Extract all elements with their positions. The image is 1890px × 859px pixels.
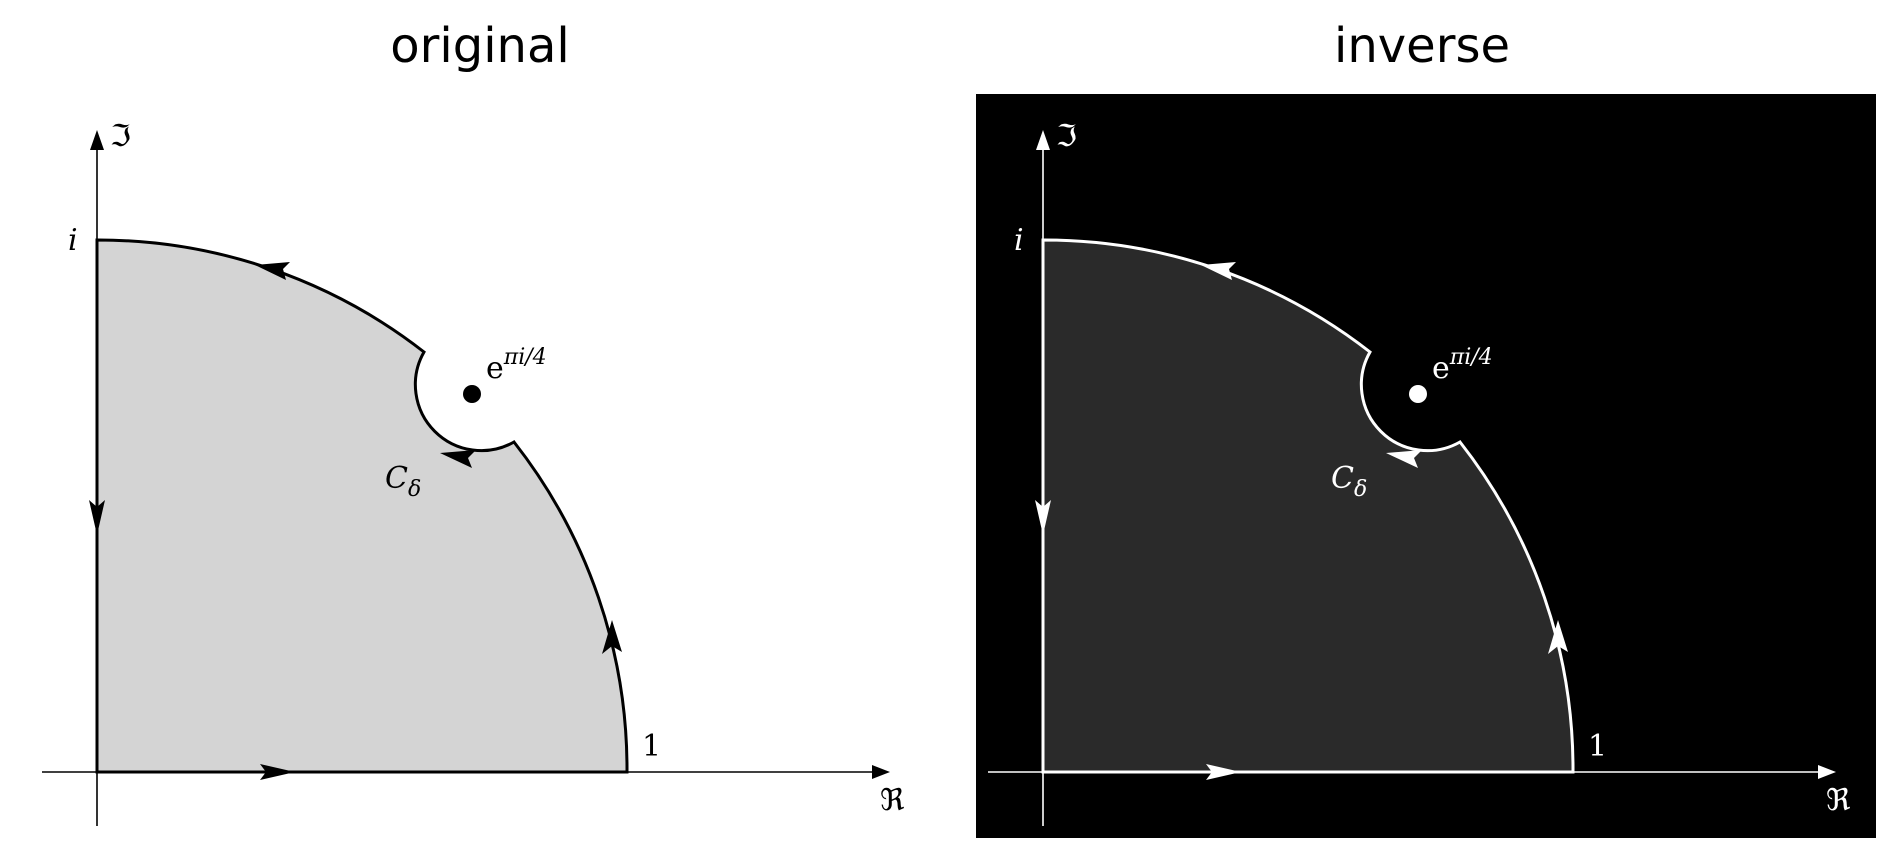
- i-label: i: [1014, 223, 1024, 258]
- original-panel: ℑ ℜ i 1 eπi/4 Cδ: [42, 119, 905, 826]
- pole-label: eπi/4: [486, 345, 547, 386]
- real-axis-label: ℜ: [880, 783, 905, 818]
- pole-point: [463, 385, 481, 403]
- i-label: i: [68, 223, 78, 258]
- pole-point: [1409, 385, 1427, 403]
- quarter-disc-region: [97, 240, 627, 772]
- real-axis-label: ℜ: [1826, 783, 1851, 818]
- real-axis-arrow-icon: [872, 765, 890, 779]
- imag-axis-label: ℑ: [110, 119, 131, 154]
- imag-axis-label: ℑ: [1056, 119, 1077, 154]
- one-label: 1: [1588, 729, 1607, 764]
- one-label: 1: [642, 729, 661, 764]
- imag-axis-arrow-icon: [90, 130, 104, 150]
